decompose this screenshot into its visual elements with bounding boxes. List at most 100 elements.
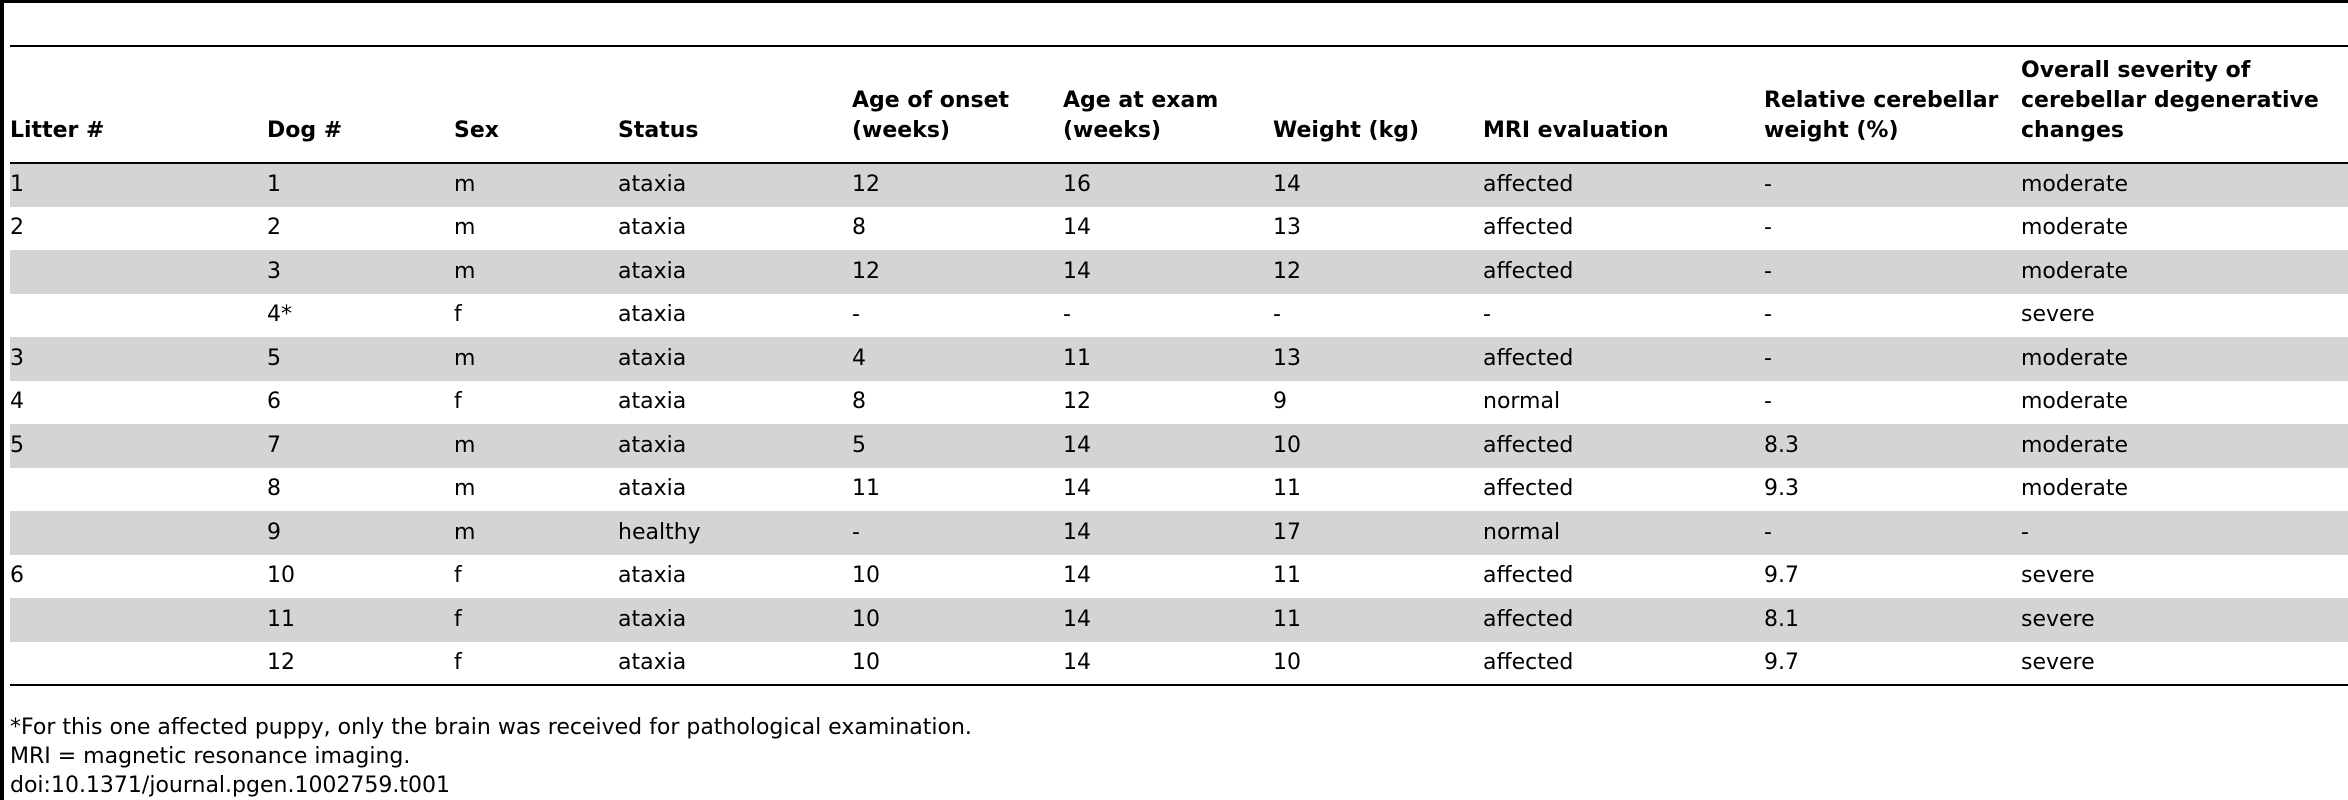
cell-mri-evaluation: normal — [1483, 389, 1561, 415]
table-row: 2 2 m ataxia 8 14 13 affected - moderate — [10, 207, 2348, 251]
cell-age-at-exam: 14 — [1063, 215, 1091, 241]
cell-dog: 8 — [267, 476, 281, 502]
left-border — [0, 0, 4, 800]
cell-weight: 11 — [1273, 598, 1483, 642]
table-header: Litter # Dog # Sex Status Age of onset (… — [10, 45, 2348, 164]
cell-age-at-exam: 14 — [1063, 563, 1091, 589]
cell-weight: 10 — [1273, 641, 1483, 686]
cell-litter: 4 — [10, 389, 24, 415]
column-header-age-of-onset: Age of onset (weeks) — [852, 45, 1063, 164]
cell-relative-cerebellar-weight: - — [1764, 163, 2021, 207]
cell-sex: f — [454, 641, 618, 686]
cell-mri-evaluation: affected — [1483, 598, 1764, 642]
cell-relative-cerebellar-weight: 8.3 — [1764, 424, 2021, 468]
cell-dog: 11 — [267, 598, 454, 642]
column-header-overall-severity: Overall severity of cerebellar degenerat… — [2021, 45, 2348, 164]
cell-dog: 4* — [267, 302, 292, 328]
table-row: 9 m healthy -14 17 normal - - — [10, 511, 2348, 555]
cell-mri-evaluation: affected — [1483, 337, 1764, 381]
cell-sex: m — [454, 215, 476, 241]
cell-dog: 3 — [267, 250, 454, 294]
table-footnotes: *For this one affected puppy, only the b… — [10, 713, 2310, 800]
cell-status: ataxia — [618, 215, 687, 241]
cell-litter: 3 — [10, 337, 267, 381]
cell-dog: 6 — [267, 389, 281, 415]
cell-status: ataxia — [618, 598, 852, 642]
cell-age-of-onset: 5 — [852, 424, 1063, 468]
cell-dog: 12 — [267, 641, 454, 686]
cell-weight: 13 — [1273, 337, 1483, 381]
cell-age-of-onset: 11 — [852, 476, 880, 502]
cell-status: ataxia — [618, 641, 852, 686]
column-header-relative-cerebellar-weight: Relative cerebellar weight (%) — [1764, 45, 2021, 164]
cell-sex: f — [454, 598, 618, 642]
cell-overall-severity: severe — [2021, 598, 2348, 642]
cell-age-of-onset: 8 — [852, 215, 866, 241]
cell-age-of-onset: 12 — [852, 250, 1063, 294]
cell-weight: - — [1273, 302, 1281, 328]
cell-weight: 12 — [1273, 250, 1483, 294]
cell-relative-cerebellar-weight: 9.3 — [1764, 476, 1799, 502]
footnote-asterisk: *For this one affected puppy, only the b… — [10, 715, 972, 740]
cell-sex: m — [454, 424, 618, 468]
cell-age-at-exam: 14 — [1063, 250, 1273, 294]
table-row: 3 m ataxia 12 14 12 affected - moderate — [10, 250, 2348, 294]
top-rule — [4, 0, 2348, 3]
table-row: 1 1 m ataxia 12 16 14 affected - moderate — [10, 163, 2348, 207]
cell-status: ataxia — [618, 476, 687, 502]
cell-litter: 1 — [10, 163, 267, 207]
cell-age-of-onset: 10 — [852, 641, 1063, 686]
table-row: 3 5 m ataxia 4 11 13 affected - moderate — [10, 337, 2348, 381]
cell-overall-severity: moderate — [2021, 476, 2129, 502]
cell-overall-severity: - — [2021, 511, 2348, 555]
cell-dog: 7 — [267, 424, 454, 468]
cell-litter — [10, 468, 267, 512]
header-row: Litter # Dog # Sex Status Age of onset (… — [10, 45, 2348, 164]
cell-age-of-onset: - — [852, 511, 1063, 555]
cell-mri-evaluation: affected — [1483, 250, 1764, 294]
cell-sex: m — [454, 476, 476, 502]
cell-age-of-onset: 4 — [852, 337, 1063, 381]
cell-weight: 11 — [1273, 563, 1301, 589]
cell-litter — [10, 511, 267, 555]
cell-overall-severity: severe — [2021, 641, 2348, 686]
cell-age-at-exam: 14 — [1063, 511, 1273, 555]
cell-overall-severity: moderate — [2021, 250, 2348, 294]
table-row: 4 6 f ataxia 8 12 9 normal - moderate — [10, 381, 2348, 425]
cell-litter — [10, 641, 267, 686]
column-header-mri-evaluation: MRI evaluation — [1483, 45, 1764, 164]
cell-age-at-exam: 11 — [1063, 337, 1273, 381]
cell-litter — [10, 598, 267, 642]
cell-overall-severity: moderate — [2021, 337, 2348, 381]
cell-relative-cerebellar-weight: - — [1764, 250, 2021, 294]
cell-relative-cerebellar-weight: 9.7 — [1764, 563, 1799, 589]
cell-age-at-exam: 14 — [1063, 476, 1091, 502]
cell-weight: 17 — [1273, 511, 1483, 555]
cell-status: ataxia — [618, 163, 852, 207]
table-row: 8 m ataxia 11 14 11 affected 9.3 moderate — [10, 468, 2348, 512]
cell-age-at-exam: 16 — [1063, 163, 1273, 207]
cell-status: ataxia — [618, 563, 687, 589]
cell-relative-cerebellar-weight: - — [1764, 511, 2021, 555]
cell-mri-evaluation: affected — [1483, 641, 1764, 686]
cell-weight: 11 — [1273, 476, 1301, 502]
column-header-litter: Litter # — [10, 45, 267, 164]
cell-mri-evaluation: affected — [1483, 215, 1574, 241]
cell-litter: 6 — [10, 563, 24, 589]
cell-sex: m — [454, 337, 618, 381]
cell-overall-severity: moderate — [2021, 163, 2348, 207]
cell-relative-cerebellar-weight: - — [1764, 337, 2021, 381]
cell-mri-evaluation: affected — [1483, 163, 1764, 207]
cell-relative-cerebellar-weight: 8.1 — [1764, 598, 2021, 642]
footnote-abbreviation: MRI = magnetic resonance imaging. — [10, 744, 411, 769]
cell-weight: 14 — [1273, 163, 1483, 207]
cell-overall-severity: severe — [2021, 302, 2095, 328]
cell-litter: 2 — [10, 215, 24, 241]
table-row: 5 7 m ataxia 5 14 10 affected 8.3 moderate — [10, 424, 2348, 468]
table-row: 4* f ataxia - - - - - severe — [10, 294, 2348, 338]
cell-weight: 13 — [1273, 215, 1301, 241]
cell-sex: f — [454, 302, 462, 328]
table-row: 12 f ataxia 10 14 10 affected 9.7 severe — [10, 641, 2348, 686]
table-row: 11 f ataxia 10 14 11 affected 8.1 severe — [10, 598, 2348, 642]
cell-status: ataxia — [618, 337, 852, 381]
